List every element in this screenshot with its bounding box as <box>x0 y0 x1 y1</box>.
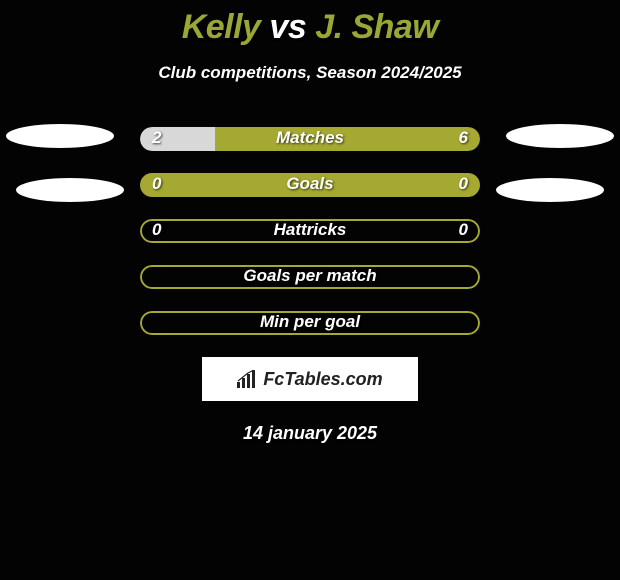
subtitle: Club competitions, Season 2024/2025 <box>0 63 620 83</box>
stat-row: 26Matches <box>140 127 480 151</box>
chart-icon <box>237 370 259 388</box>
logo-text: FcTables.com <box>263 369 382 390</box>
date-text: 14 january 2025 <box>0 423 620 444</box>
player1-name: Kelly <box>182 8 261 46</box>
side-oval <box>496 178 604 202</box>
stat-label: Goals <box>140 174 480 194</box>
stat-label: Matches <box>140 128 480 148</box>
stat-label: Min per goal <box>140 312 480 332</box>
side-oval <box>16 178 124 202</box>
stat-row: 00Goals <box>140 173 480 197</box>
comparison-title: Kelly vs J. Shaw <box>0 0 620 47</box>
vs-text: vs <box>269 8 306 46</box>
stat-label: Goals per match <box>140 266 480 286</box>
side-oval <box>506 124 614 148</box>
stats-container: 26Matches 00Goals 00Hattricks Goals per mat… <box>0 127 620 335</box>
logo-box: FcTables.com <box>202 357 418 401</box>
stat-label: Hattricks <box>140 220 480 240</box>
side-oval <box>6 124 114 148</box>
stat-row: Min per goal <box>140 311 480 335</box>
player2-name: J. Shaw <box>315 8 438 46</box>
stat-row: 00Hattricks <box>140 219 480 243</box>
stat-row: Goals per match <box>140 265 480 289</box>
